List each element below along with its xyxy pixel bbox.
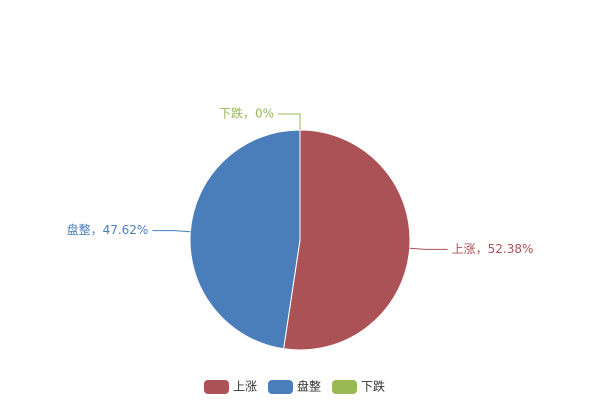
- data-label: 上涨，52.38%: [452, 241, 534, 256]
- legend-swatch: [332, 380, 357, 394]
- label-line: [409, 247, 448, 250]
- data-label: 下跌，0%: [219, 106, 274, 121]
- data-label: 盘整，47.62%: [67, 222, 149, 237]
- legend-swatch: [268, 380, 293, 394]
- legend-label: 上涨: [233, 379, 257, 394]
- pie-slice: [283, 129, 411, 351]
- label-line: [152, 230, 191, 233]
- legend-label: 盘整: [297, 379, 321, 394]
- pie-slice: [189, 129, 301, 350]
- legend-label: 下跌: [361, 379, 385, 394]
- legend-swatch: [204, 380, 229, 394]
- label-line: [278, 113, 301, 130]
